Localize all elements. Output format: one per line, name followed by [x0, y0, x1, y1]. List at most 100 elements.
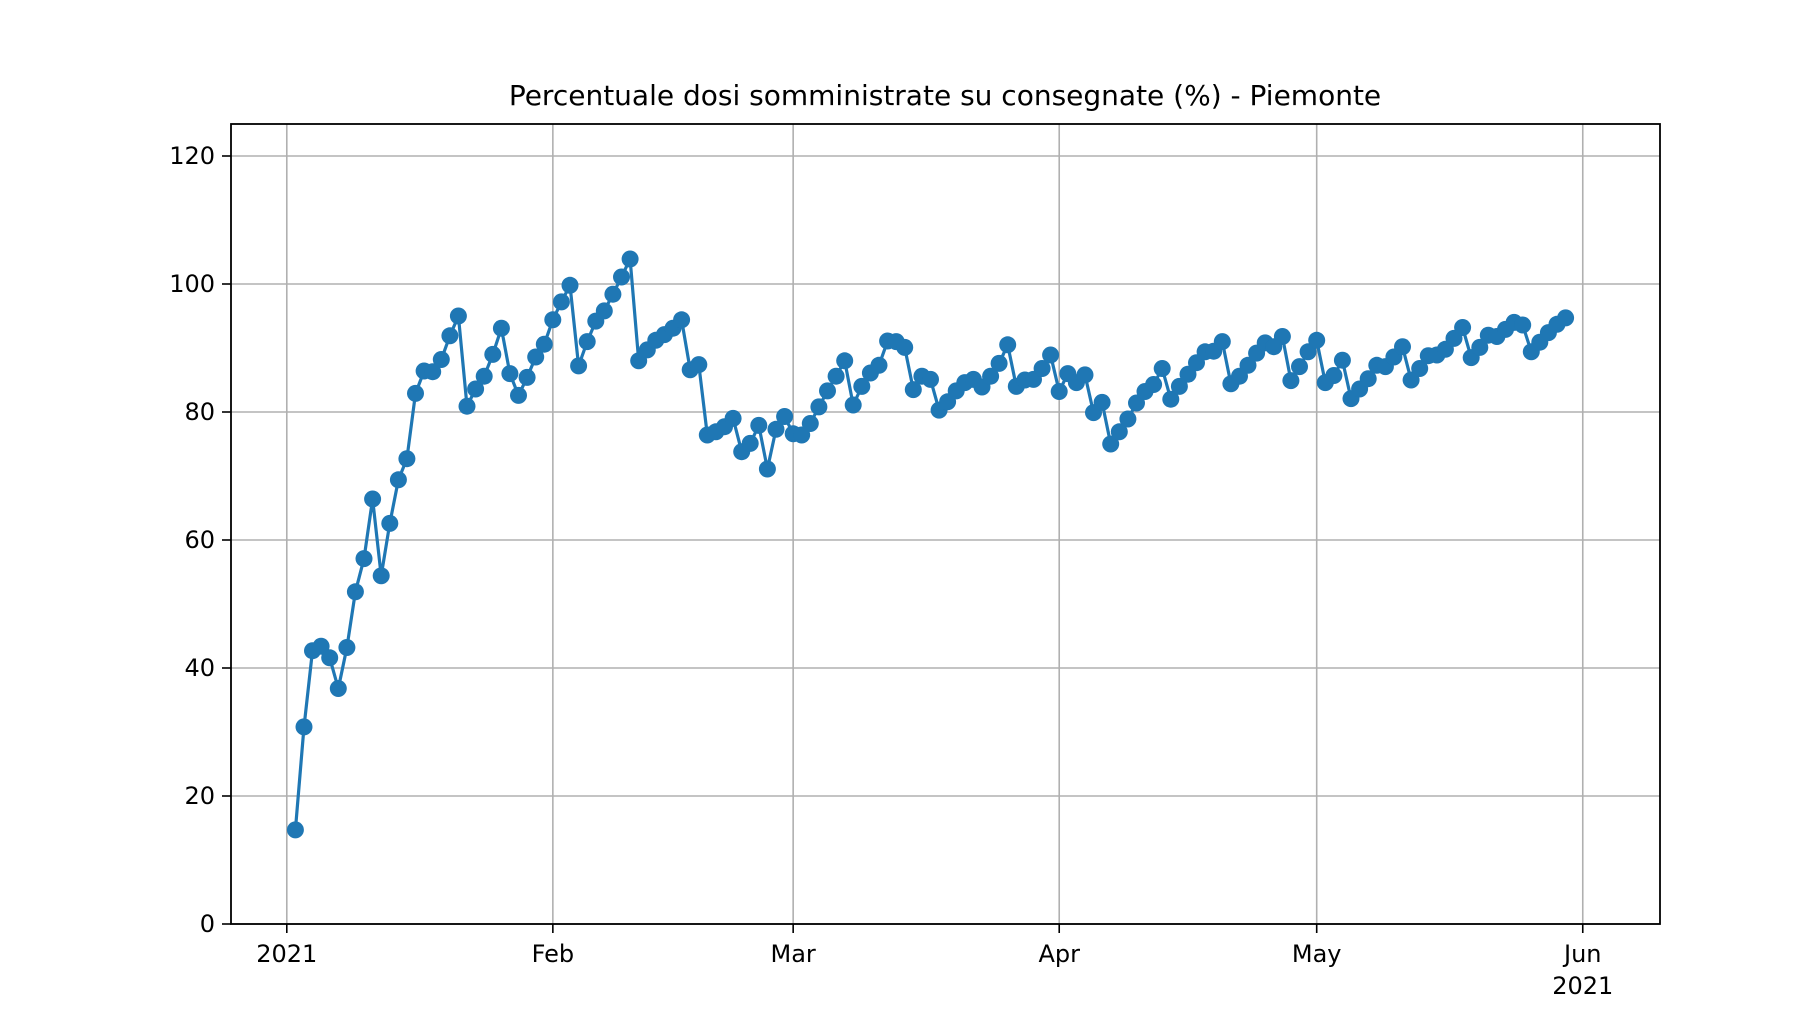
data-point	[295, 718, 313, 736]
data-point	[1033, 360, 1051, 377]
data-point	[1514, 316, 1532, 334]
data-point	[355, 550, 373, 568]
data-point	[484, 345, 502, 363]
data-point	[1042, 346, 1060, 364]
data-point	[441, 327, 459, 345]
data-point	[372, 567, 390, 585]
data-point	[475, 367, 493, 385]
data-point	[449, 307, 467, 325]
data-point	[758, 460, 776, 478]
data-point	[407, 384, 424, 402]
y-tick-label: 100	[169, 270, 215, 298]
data-point	[896, 338, 914, 356]
data-point	[613, 268, 630, 286]
data-point	[364, 490, 382, 508]
data-point	[819, 382, 836, 400]
data-point	[432, 351, 450, 368]
data-point	[1273, 328, 1291, 345]
data-point	[1411, 360, 1429, 377]
data-point	[1325, 367, 1343, 384]
data-point	[329, 680, 347, 697]
data-point	[999, 336, 1017, 354]
x-tick-label: Feb	[532, 940, 575, 968]
axes-layer: 0 20 40 60 80 100 120 2021 Feb Mar Apr May Jun 2021	[169, 142, 1613, 1000]
data-point	[1454, 319, 1472, 336]
data-point	[853, 377, 871, 395]
data-point	[1333, 351, 1351, 369]
data-point	[312, 637, 330, 655]
data-point	[321, 649, 339, 667]
data-point	[424, 363, 442, 381]
data-point	[870, 356, 888, 374]
y-tick-label: 80	[184, 398, 215, 426]
data-point	[741, 434, 759, 452]
data-point	[827, 367, 845, 385]
data-point	[1119, 410, 1137, 428]
data-point	[1162, 390, 1180, 408]
data-point	[1102, 435, 1120, 453]
data-point	[381, 514, 399, 532]
data-point	[492, 319, 510, 337]
x-tick-label: Jun	[1562, 940, 1602, 968]
data-point	[767, 420, 785, 438]
data-point	[801, 415, 819, 432]
data-point	[1471, 338, 1489, 356]
y-tick-label: 0	[200, 910, 215, 938]
data-point	[338, 639, 356, 656]
data-point	[604, 285, 622, 303]
data-point	[389, 471, 407, 489]
data-point	[844, 396, 862, 414]
data-point	[535, 335, 553, 353]
data-point	[750, 416, 768, 434]
data-point	[1110, 423, 1128, 441]
data-point	[990, 354, 1008, 372]
data-point	[1093, 393, 1111, 411]
x-tick-label: May	[1292, 940, 1342, 968]
data-point	[982, 367, 1000, 385]
data-point	[904, 381, 922, 399]
y-tick-label: 40	[184, 654, 215, 682]
y-tick-label: 120	[169, 142, 215, 170]
data-point	[1050, 383, 1068, 400]
x-tick-label: Apr	[1038, 940, 1080, 968]
data-point	[673, 311, 691, 329]
data-point	[510, 386, 527, 404]
data-point	[836, 352, 854, 370]
data-point	[1170, 377, 1188, 395]
data-point	[922, 370, 939, 388]
data-point	[286, 821, 304, 839]
data-point	[1359, 370, 1377, 388]
data-point	[518, 368, 536, 386]
chart-title: Percentuale dosi somministrate su conseg…	[509, 79, 1381, 112]
data-point	[1076, 366, 1094, 384]
y-tick-label: 60	[184, 526, 215, 554]
data-point	[501, 365, 519, 383]
data-point	[578, 333, 596, 351]
data-point	[1291, 358, 1308, 376]
data-point	[1239, 356, 1257, 374]
data-point	[552, 293, 570, 311]
y-tick-label: 20	[184, 782, 215, 810]
x-tick-label: Mar	[771, 940, 816, 968]
data-point	[527, 348, 545, 366]
data-point	[1213, 333, 1231, 351]
data-point	[724, 409, 742, 427]
data-point	[621, 250, 639, 268]
data-point	[776, 408, 794, 425]
data-point	[561, 276, 579, 294]
data-point	[595, 302, 613, 320]
data-point	[1282, 372, 1300, 390]
x-tick-label: 2021	[256, 940, 317, 968]
data-point	[690, 356, 708, 374]
data-point	[1394, 338, 1411, 356]
data-point	[1557, 309, 1575, 327]
data-point	[467, 380, 485, 398]
series-layer	[286, 250, 1575, 839]
data-point	[458, 397, 476, 415]
data-point	[810, 398, 828, 416]
data-point	[544, 311, 562, 329]
data-point	[1153, 360, 1171, 377]
data-point	[1145, 376, 1163, 393]
